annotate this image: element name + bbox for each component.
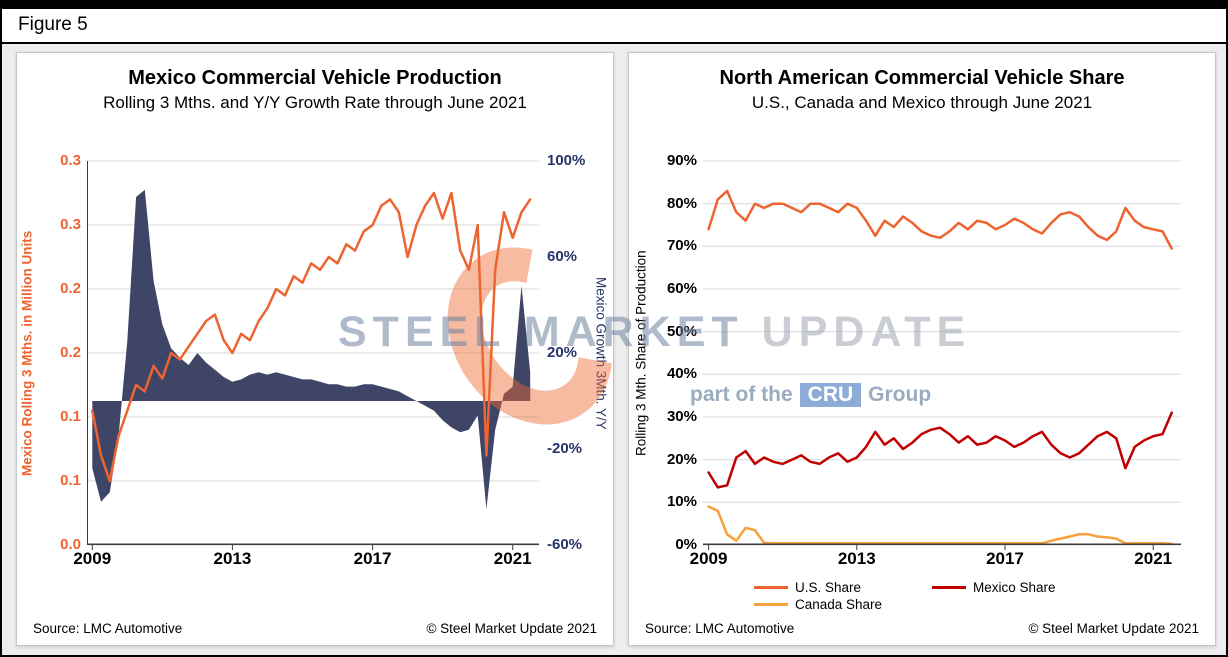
y-axis-tick-label: 70% [666, 237, 697, 255]
legend-item-canada-share: Canada Share [754, 597, 932, 612]
right-y-axis-title: Mexico Growth 3Mth. Y/Y [593, 276, 609, 430]
right-copyright-note: © Steel Market Update 2021 [1028, 621, 1199, 636]
figure-header: Figure 5 [2, 9, 1226, 42]
y-axis-tick-label: 90% [666, 152, 697, 169]
right-axis-tick-label: 60% [547, 248, 578, 265]
left-axis-tick-label: 0.1 [60, 472, 81, 489]
mexico-production-plot-area [87, 160, 539, 550]
na-share-chart: Rolling 3 Mth. Share of Production U.S. … [629, 152, 1215, 627]
right-chart-subtitle: U.S., Canada and Mexico through June 202… [751, 93, 1093, 112]
right-axis-tick-label: 100% [547, 152, 586, 169]
top-border-bar [2, 2, 1226, 9]
mexico-share-line-swatch [932, 586, 966, 589]
right-axis-tick-label: -60% [547, 536, 583, 553]
left-axis-tick-label: 0.3 [60, 152, 81, 169]
left-panel-footer: Source: LMC Automotive © Steel Market Up… [33, 621, 597, 636]
header-divider [2, 42, 1226, 44]
canada-share-line-swatch [754, 603, 788, 606]
y-axis-tick-label: 50% [666, 322, 697, 340]
u-s-shareline-series [707, 189, 1173, 250]
canada-shareline-series [707, 505, 1173, 545]
mexico-production-chart: Mexico Rolling 3 Mths. in Million Units … [17, 152, 613, 627]
mexico-production-panel: Mexico Commercial Vehicle Production Rol… [16, 52, 614, 646]
share-y-axis-title: Rolling 3 Mth. Share of Production [633, 250, 649, 456]
left-chart-subtitle: Rolling 3 Mths. and Y/Y Growth Rate thro… [103, 93, 527, 112]
na-share-plot-area [703, 160, 1181, 550]
na-share-panel: North American Commercial Vehicle Share … [628, 52, 1216, 646]
right-axis-tick-label: -20% [547, 440, 583, 457]
x-axis-tick-label: 2021 [493, 549, 532, 568]
legend-item-mexico-share: Mexico Share [932, 580, 1110, 595]
canada-share-legend-label: Canada Share [795, 597, 883, 612]
growth-area-series [92, 189, 531, 510]
left-axis-tick-label: 0.0 [60, 536, 81, 553]
x-axis-tick-label: 2013 [837, 549, 876, 568]
us-share-line-swatch [754, 586, 788, 589]
production-line-series [91, 191, 532, 483]
x-axis-tick-label: 2009 [689, 549, 728, 568]
left-axis-tick-label: 0.3 [60, 216, 81, 233]
left-copyright-note: © Steel Market Update 2021 [426, 621, 597, 636]
right-axis-tick-label: 20% [547, 344, 578, 361]
y-axis-tick-label: 60% [666, 280, 697, 297]
y-axis-tick-label: 20% [666, 450, 697, 468]
left-axis-tick-label: 0.2 [60, 344, 81, 361]
x-axis-tick-label: 2017 [353, 549, 392, 568]
left-axis-tick-label: 0.2 [60, 280, 81, 297]
x-axis-tick-label: 2009 [73, 549, 112, 568]
left-chart-title: Mexico Commercial Vehicle Production [128, 67, 502, 89]
right-source-note: Source: LMC Automotive [645, 621, 795, 636]
mexico-share-legend-label: Mexico Share [973, 580, 1056, 595]
legend-item-us-share: U.S. Share [754, 580, 932, 595]
right-panel-footer: Source: LMC Automotive © Steel Market Up… [645, 621, 1199, 636]
y-axis-tick-label: 40% [666, 365, 697, 383]
x-axis-tick-label: 2021 [1134, 549, 1173, 568]
right-chart-title: North American Commercial Vehicle Share [719, 67, 1125, 89]
us-share-legend-label: U.S. Share [795, 580, 862, 595]
y-axis-tick-label: 30% [666, 408, 697, 425]
left-y-axis-title: Mexico Rolling 3 Mths. in Million Units [19, 230, 35, 476]
y-axis-tick-label: 80% [666, 194, 697, 212]
y-axis-tick-label: 10% [666, 493, 697, 511]
chart-legend: U.S. Share Mexico Share Canada Share [754, 579, 1110, 613]
x-axis-tick-label: 2013 [213, 549, 252, 568]
y-axis-tick-label: 0% [675, 536, 697, 553]
left-source-note: Source: LMC Automotive [33, 621, 183, 636]
x-axis-tick-label: 2017 [986, 549, 1024, 568]
figure-label: Figure 5 [18, 14, 88, 35]
mexico-shareline-series [707, 411, 1173, 489]
left-axis-tick-label: 0.1 [60, 408, 81, 425]
